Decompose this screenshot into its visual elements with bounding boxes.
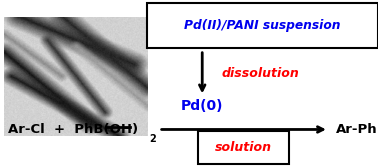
FancyBboxPatch shape	[198, 131, 289, 164]
Text: Pd(II)/PANI suspension: Pd(II)/PANI suspension	[184, 19, 341, 32]
Text: dissolution: dissolution	[221, 67, 299, 80]
Text: 2: 2	[149, 134, 156, 144]
Text: Ar-Cl  +  PhB(OH): Ar-Cl + PhB(OH)	[8, 123, 138, 136]
FancyBboxPatch shape	[147, 3, 378, 48]
Text: solution: solution	[215, 141, 272, 154]
Text: Ar-Ph: Ar-Ph	[336, 123, 378, 136]
Text: Pd(0): Pd(0)	[181, 99, 223, 113]
